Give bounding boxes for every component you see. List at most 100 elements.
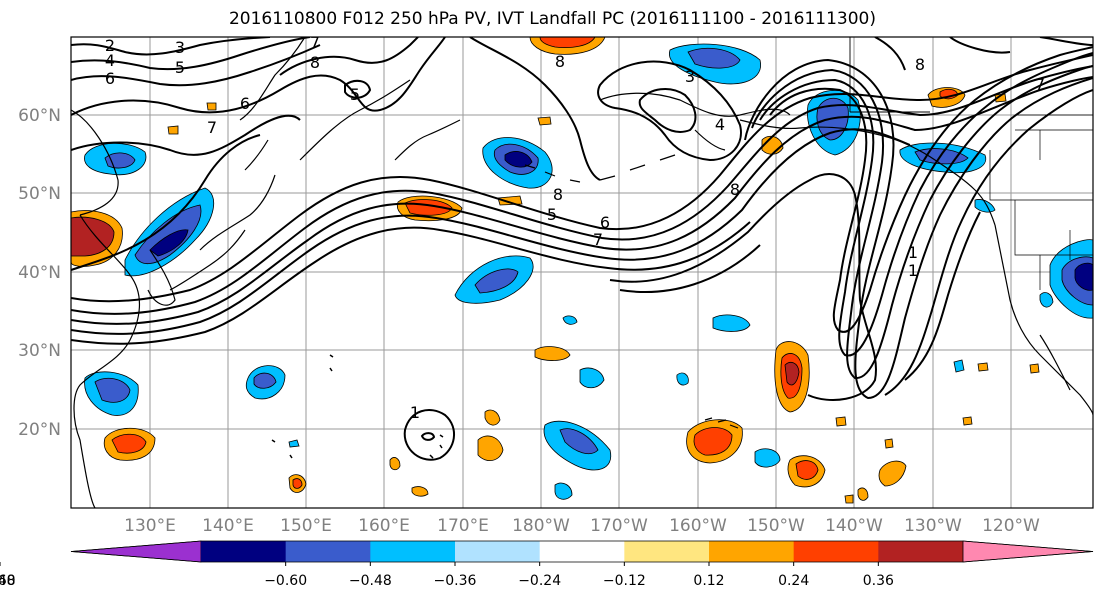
negative-anomaly-patch bbox=[974, 199, 996, 213]
longitude-label: 170°E bbox=[437, 516, 489, 536]
negative-anomaly-patch bbox=[559, 428, 599, 455]
colorbar-swatch bbox=[878, 541, 964, 562]
contour-value-label: 6 bbox=[600, 213, 610, 232]
contour-value-label: 1 bbox=[908, 243, 918, 262]
longitude-label: 170°W bbox=[590, 516, 648, 536]
pv-anomaly-patches bbox=[71, 37, 1093, 504]
positive-anomaly-patch bbox=[534, 346, 571, 361]
positive-anomaly-patch bbox=[537, 116, 552, 126]
contour-value-label: 6 bbox=[105, 69, 115, 88]
pv-contours bbox=[71, 37, 1093, 461]
negative-anomaly-patch bbox=[712, 314, 751, 332]
colorbar-outline bbox=[70, 540, 1094, 563]
colorbar-tick-label: −0.60 bbox=[264, 573, 307, 589]
longitude-label: 120°W bbox=[982, 516, 1040, 536]
contour-value-label: 3 bbox=[175, 38, 185, 57]
contour-value-label: 8 bbox=[915, 55, 925, 74]
contour-value-label: 8 bbox=[730, 180, 740, 199]
colorbar-swatch bbox=[285, 541, 371, 562]
positive-anomaly-patch bbox=[484, 409, 501, 426]
colorbar-swatch bbox=[201, 541, 287, 562]
colorbar-swatch bbox=[539, 541, 625, 562]
positive-anomaly-patch bbox=[784, 361, 800, 386]
negative-anomaly-patch bbox=[253, 372, 277, 389]
positive-anomaly-patch bbox=[111, 433, 147, 454]
contour-value-label: 5 bbox=[350, 85, 360, 104]
latitude-label: 30°N bbox=[18, 341, 61, 361]
longitude-label: 130°E bbox=[124, 516, 176, 536]
negative-anomaly-patch bbox=[504, 151, 533, 168]
positive-anomaly-patch bbox=[292, 478, 303, 489]
colorbar-min-extension bbox=[70, 540, 202, 563]
colorbar-tick-label: 0.12 bbox=[693, 573, 724, 589]
contour-value-label: 4 bbox=[105, 51, 115, 70]
negative-anomaly-patch bbox=[953, 359, 965, 373]
positive-anomaly-patch bbox=[962, 416, 973, 426]
contour-value-label: 1 bbox=[908, 261, 918, 280]
latitude-label: 60°N bbox=[18, 106, 61, 126]
colorbar-swatch bbox=[370, 541, 456, 562]
contour-value-label: 7 bbox=[1035, 75, 1045, 94]
longitude-labels: 130°E 140°E 150°E 160°E 170°E 180°W 170°W 160°W… bbox=[124, 516, 1040, 536]
colorbar-tick-label: 0.24 bbox=[778, 573, 809, 589]
positive-anomaly-patch bbox=[1029, 363, 1040, 374]
contour-value-label: 5 bbox=[175, 58, 185, 77]
contour-value-label: 7 bbox=[310, 33, 320, 52]
positive-anomaly-patch bbox=[71, 216, 115, 257]
negative-anomaly-patch bbox=[94, 377, 131, 403]
negative-anomaly-patch bbox=[579, 367, 605, 389]
map-title: 2016110800 F012 250 hPa PV, IVT Landfall… bbox=[228, 9, 876, 29]
longitude-label: 130°W bbox=[904, 516, 962, 536]
positive-anomaly-patch bbox=[857, 487, 869, 501]
colorbar-tick-label: 0.36 bbox=[863, 573, 894, 589]
positive-anomaly-patch bbox=[884, 438, 894, 449]
latitude-label: 50°N bbox=[18, 184, 61, 204]
positive-anomaly-patch bbox=[539, 37, 596, 48]
positive-anomaly-patch bbox=[977, 362, 989, 372]
longitude-label: 140°W bbox=[825, 516, 883, 536]
negative-anomaly-patch bbox=[1039, 292, 1054, 308]
longitude-label: 180°W bbox=[512, 516, 570, 536]
map-border bbox=[70, 36, 1094, 509]
colorbar-tick-label: −0.36 bbox=[434, 573, 477, 589]
positive-anomaly-patch bbox=[693, 427, 733, 456]
contour-value-label: 8 bbox=[555, 52, 565, 71]
colorbar-swatch bbox=[793, 541, 879, 562]
contour-value-label: 4 bbox=[715, 115, 725, 134]
colorbar-tick-label: 0.60 bbox=[0, 573, 16, 589]
latitude-label: 20°N bbox=[18, 420, 61, 440]
colorbar-swatch bbox=[709, 541, 795, 562]
negative-anomaly-patch bbox=[149, 229, 189, 257]
negative-anomaly-patch bbox=[676, 372, 689, 386]
colorbar-tick-label: −0.48 bbox=[349, 573, 392, 589]
positive-anomaly-patch bbox=[844, 494, 854, 504]
positive-anomaly-patch bbox=[795, 460, 819, 480]
colorbar bbox=[70, 540, 1094, 563]
colorbar-tick-label: 0.48 bbox=[0, 573, 16, 589]
negative-anomaly-patch bbox=[754, 448, 781, 468]
negative-anomaly-patch bbox=[687, 47, 741, 69]
contour-value-label: 6 bbox=[240, 94, 250, 113]
contour-value-label: 1 bbox=[410, 403, 420, 422]
longitude-label: 150°W bbox=[747, 516, 805, 536]
negative-anomaly-patch bbox=[554, 482, 573, 500]
contour-value-label: 8 bbox=[310, 53, 320, 72]
negative-anomaly-patch bbox=[288, 439, 300, 448]
negative-anomaly-patch bbox=[474, 268, 519, 294]
contour-value-label: 7 bbox=[207, 118, 217, 137]
longitude-label: 140°E bbox=[202, 516, 254, 536]
latitude-label: 40°N bbox=[18, 263, 61, 283]
contour-value-label: 5 bbox=[547, 205, 557, 224]
negative-anomaly-patch bbox=[562, 315, 578, 325]
colorbar-tick-label: −0.24 bbox=[518, 573, 561, 589]
positive-anomaly-patch bbox=[835, 416, 847, 427]
colorbar-tick-label: −0.12 bbox=[603, 573, 646, 589]
positive-anomaly-patch bbox=[497, 195, 523, 206]
contour-value-label: 3 bbox=[685, 67, 695, 86]
positive-anomaly-patch bbox=[389, 457, 401, 471]
positive-anomaly-patch bbox=[206, 102, 217, 111]
contour-value-label: 8 bbox=[553, 185, 563, 204]
colorbar-swatch bbox=[624, 541, 710, 562]
